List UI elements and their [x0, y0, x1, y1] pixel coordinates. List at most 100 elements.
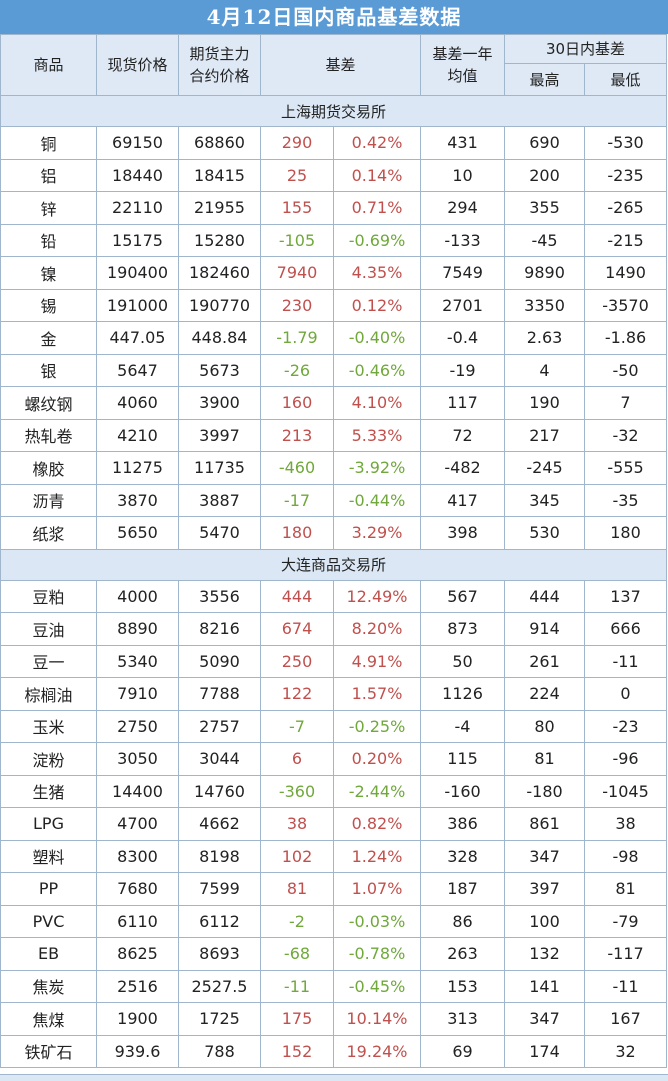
cell-basis: 230: [260, 288, 334, 322]
cell-avg: 294: [420, 191, 506, 225]
table-row: 玉米 2750 2757 -7 -0.25% -4 80 -23: [0, 709, 668, 743]
cell-high: 224: [504, 677, 586, 711]
cell-basis: 152: [260, 1034, 334, 1068]
cell-basis-pct: 1.24%: [332, 839, 422, 873]
table-row: 豆油 8890 8216 674 8.20% 873 914 666: [0, 612, 668, 646]
cell-avg: 328: [420, 839, 506, 873]
cell-low: 137: [584, 579, 668, 613]
section-header: 上海期货交易所: [0, 95, 668, 127]
cell-basis: 250: [260, 644, 334, 678]
table-row: 焦炭 2516 2527.5 -11 -0.45% 153 141 -11: [0, 969, 668, 1003]
cell-commodity: 锡: [0, 288, 97, 322]
cell-low: 7: [584, 386, 668, 420]
cell-low: 1490: [584, 256, 668, 290]
cell-basis-pct: -2.44%: [332, 774, 422, 808]
cell-commodity: 金: [0, 321, 97, 355]
cell-high: 174: [504, 1034, 586, 1068]
cell-basis: -11: [260, 969, 334, 1003]
header-avg: 基差一年均值: [420, 34, 506, 96]
cell-spot: 6110: [96, 904, 179, 938]
cell-spot: 447.05: [96, 321, 179, 355]
cell-basis: 290: [260, 126, 334, 160]
header-range30: 30日内基差: [504, 34, 668, 64]
table-row: 橡胶 11275 11735 -460 -3.92% -482 -245 -555: [0, 451, 668, 485]
cell-basis-pct: 5.33%: [332, 418, 422, 452]
cell-commodity: 铅: [0, 223, 97, 257]
cell-futures: 3887: [178, 483, 261, 517]
cell-low: 180: [584, 516, 668, 550]
cell-high: 4: [504, 353, 586, 387]
cell-avg: 873: [420, 612, 506, 646]
cell-basis: 444: [260, 579, 334, 613]
cell-avg: -133: [420, 223, 506, 257]
cell-basis: -105: [260, 223, 334, 257]
cell-basis-pct: -0.03%: [332, 904, 422, 938]
cell-basis: -7: [260, 709, 334, 743]
table-row: 锌 22110 21955 155 0.71% 294 355 -265: [0, 191, 668, 225]
table-row: 塑料 8300 8198 102 1.24% 328 347 -98: [0, 839, 668, 873]
cell-basis: -1.79: [260, 321, 334, 355]
cell-high: -45: [504, 223, 586, 257]
cell-low: 81: [584, 872, 668, 906]
cell-high: 3350: [504, 288, 586, 322]
cell-low: 666: [584, 612, 668, 646]
cell-high: 80: [504, 709, 586, 743]
cell-avg: 417: [420, 483, 506, 517]
cell-basis: 102: [260, 839, 334, 873]
cell-commodity: 铜: [0, 126, 97, 160]
section-name: 大连商品交易所: [0, 548, 668, 581]
cell-basis-pct: -0.46%: [332, 353, 422, 387]
header-low: 最低: [584, 63, 668, 96]
cell-futures: 1725: [178, 1002, 261, 1036]
cell-avg: 567: [420, 579, 506, 613]
cell-high: -180: [504, 774, 586, 808]
next-section-strip: [0, 1074, 668, 1081]
cell-avg: -19: [420, 353, 506, 387]
cell-spot: 939.6: [96, 1034, 179, 1068]
cell-basis-pct: -0.69%: [332, 223, 422, 257]
cell-basis: 160: [260, 386, 334, 420]
cell-spot: 69150: [96, 126, 179, 160]
cell-low: 0: [584, 677, 668, 711]
table-row: 铝 18440 18415 25 0.14% 10 200 -235: [0, 158, 668, 192]
cell-basis-pct: 4.35%: [332, 256, 422, 290]
cell-futures: 3997: [178, 418, 261, 452]
cell-commodity: 镍: [0, 256, 97, 290]
cell-low: -1045: [584, 774, 668, 808]
cell-futures: 15280: [178, 223, 261, 257]
cell-high: 132: [504, 937, 586, 971]
cell-commodity: 棕榈油: [0, 677, 97, 711]
cell-basis-pct: 4.91%: [332, 644, 422, 678]
cell-futures: 182460: [178, 256, 261, 290]
cell-commodity: 银: [0, 353, 97, 387]
cell-low: -235: [584, 158, 668, 192]
cell-low: -3570: [584, 288, 668, 322]
cell-basis-pct: -0.78%: [332, 937, 422, 971]
cell-basis: 175: [260, 1002, 334, 1036]
cell-low: -98: [584, 839, 668, 873]
cell-basis: 213: [260, 418, 334, 452]
cell-avg: -482: [420, 451, 506, 485]
cell-futures: 5470: [178, 516, 261, 550]
cell-spot: 5650: [96, 516, 179, 550]
cell-avg: 7549: [420, 256, 506, 290]
cell-low: -1.86: [584, 321, 668, 355]
cell-spot: 22110: [96, 191, 179, 225]
cell-high: 2.63: [504, 321, 586, 355]
cell-low: -555: [584, 451, 668, 485]
cell-futures: 190770: [178, 288, 261, 322]
cell-basis: 674: [260, 612, 334, 646]
cell-futures: 3900: [178, 386, 261, 420]
cell-low: -530: [584, 126, 668, 160]
cell-spot: 8890: [96, 612, 179, 646]
cell-basis-pct: 0.20%: [332, 742, 422, 776]
cell-futures: 2757: [178, 709, 261, 743]
cell-spot: 18440: [96, 158, 179, 192]
cell-basis: -26: [260, 353, 334, 387]
cell-commodity: 塑料: [0, 839, 97, 873]
cell-basis: -2: [260, 904, 334, 938]
cell-spot: 3050: [96, 742, 179, 776]
cell-avg: 263: [420, 937, 506, 971]
header-commodity: 商品: [0, 34, 97, 96]
cell-commodity: 豆油: [0, 612, 97, 646]
